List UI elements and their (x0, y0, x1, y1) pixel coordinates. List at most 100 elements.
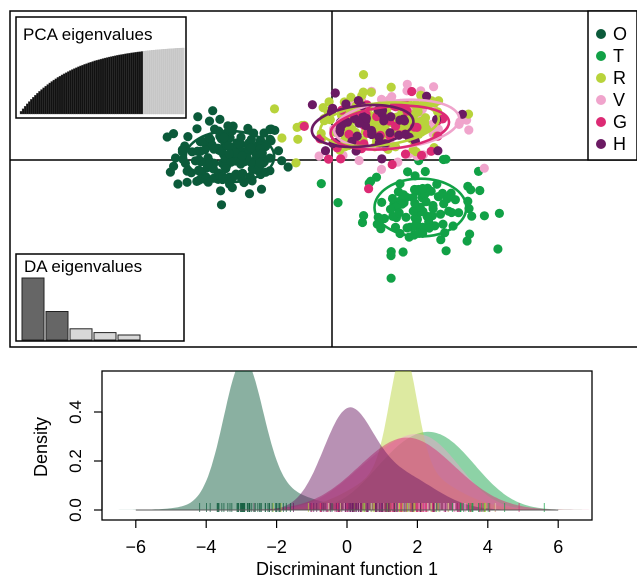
scatter-point-O (224, 141, 234, 151)
scatter-point-O (219, 132, 229, 143)
density-area-H (102, 407, 592, 510)
legend-frame (587, 10, 637, 161)
scatter-point-O (234, 139, 244, 149)
legend-label-H: H (613, 134, 626, 154)
scatter-point-O (283, 162, 293, 172)
scatter-point-H (307, 100, 317, 110)
scatter-point-O (177, 145, 187, 155)
scatter-point-T (479, 211, 489, 221)
x-tick-label: −2 (266, 537, 287, 557)
x-tick-label: 0 (342, 537, 352, 557)
scatter-point-R (291, 158, 301, 168)
scatter-point-H (379, 116, 389, 126)
legend-marker-G (596, 117, 606, 127)
scatter-point-H (386, 112, 396, 122)
scatter-point-R (292, 122, 302, 132)
y-axis-title: Density (31, 417, 51, 477)
scatter-point-O (204, 116, 215, 126)
scatter-point-O (246, 143, 256, 153)
scatter-point-T (393, 187, 403, 197)
scatter-point-O (200, 145, 210, 155)
scatter-point-V (314, 151, 324, 161)
x-axis-title: Discriminant function 1 (256, 559, 438, 579)
y-tick-label: 0.4 (66, 400, 85, 424)
scatter-point-T (438, 219, 448, 229)
scatter-point-O (244, 189, 255, 199)
scatter-point-T (442, 194, 452, 204)
scatter-point-R (410, 108, 421, 118)
scatter-points (162, 70, 504, 283)
scatter-point-O (170, 153, 181, 163)
scatter-point-O (256, 184, 267, 194)
scatter-point-T (441, 246, 451, 256)
scatter-point-T (418, 183, 428, 194)
scatter-point-T (387, 193, 398, 204)
rug-marks (135, 503, 559, 512)
scatter-point-O (273, 146, 284, 156)
legend-label-O: O (613, 24, 627, 44)
scatter-point-O (227, 183, 237, 193)
scatter-point-O (187, 147, 197, 157)
scatter-point-T (441, 154, 451, 164)
x-tick-label: −6 (126, 537, 147, 557)
da-eigenvalue-bar (93, 332, 117, 341)
scatter-point-O (215, 114, 225, 124)
scatter-point-T (377, 197, 387, 207)
scatter-point-T (385, 204, 396, 214)
da-eigenvalues-inset: DA eigenvalues (15, 253, 185, 342)
scatter-point-H (330, 88, 340, 98)
scatter-point-V (479, 163, 489, 173)
scatter-point-O (162, 132, 172, 142)
scatter-point-T (398, 247, 408, 257)
legend-marker-T (596, 51, 606, 61)
scatter-ellipses (184, 98, 468, 238)
scatter-point-T (454, 208, 464, 218)
scatter-point-O (277, 156, 287, 166)
scatter-point-R (346, 92, 356, 102)
scatter-point-T (401, 212, 411, 222)
scatter-point-V (402, 79, 412, 89)
scatter-point-T (394, 208, 404, 218)
da-eigenvalue-bar (117, 334, 141, 341)
x-tick-label: −4 (196, 537, 217, 557)
scatter-point-T (403, 167, 413, 177)
ellipse-R (319, 101, 441, 148)
scatter-point-H (433, 146, 443, 156)
scatter-point-T (493, 244, 503, 254)
scatter-point-O (246, 134, 256, 144)
scatter-point-H (367, 129, 377, 140)
scatter-point-T (333, 198, 343, 208)
scatter-point-G (416, 150, 427, 160)
scatter-point-T (402, 223, 412, 233)
scatter-point-T (424, 223, 434, 233)
scatter-point-O (216, 186, 226, 196)
scatter-point-O (194, 175, 204, 185)
pca-eigenvalue-bar (181, 47, 185, 115)
scatter-point-O (183, 132, 193, 142)
scatter-point-O (192, 124, 202, 134)
scatter-point-G (400, 149, 411, 159)
scatter-point-T (444, 206, 454, 216)
scatter-point-T (359, 211, 369, 221)
scatter-point-O (208, 106, 218, 116)
density-panel: −6 −4 −2 0 2 4 6 0.0 0.2 0.4 Discriminant functi… (31, 370, 593, 579)
scatter-point-G (344, 129, 354, 139)
scatter-point-H (385, 128, 395, 138)
scatter-point-T (465, 229, 475, 239)
x-tick-label: 4 (483, 537, 493, 557)
legend-label-R: R (613, 68, 626, 88)
scatter-point-T (462, 236, 472, 246)
scatter-point-G (323, 154, 334, 164)
scatter-point-G (336, 154, 346, 164)
scatter-point-O (197, 137, 208, 147)
da-bars (21, 277, 141, 341)
scatter-point-T (428, 200, 438, 211)
ellipse-O (184, 129, 276, 184)
da-eigenvalue-bar (45, 311, 69, 341)
scatter-point-T (467, 211, 477, 221)
scatter-point-V (376, 164, 387, 174)
pca-bars (19, 47, 185, 115)
scatter-point-O (221, 164, 231, 174)
legend-label-T: T (613, 46, 624, 66)
